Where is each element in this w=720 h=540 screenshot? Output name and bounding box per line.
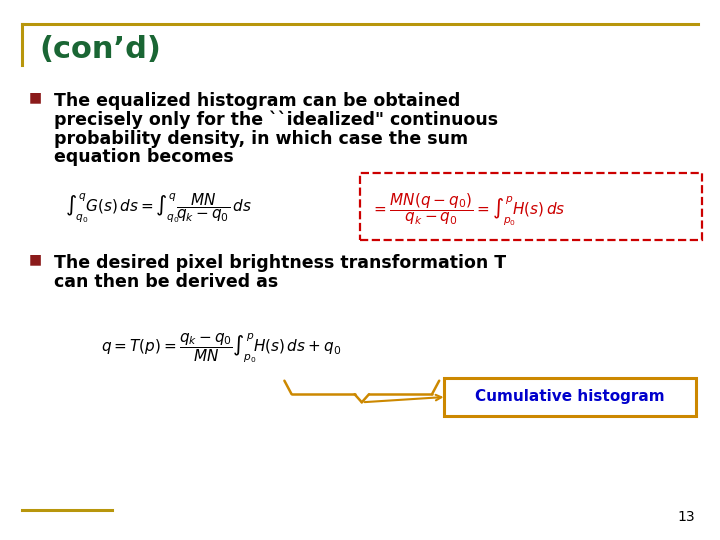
Text: equation becomes: equation becomes bbox=[54, 148, 234, 166]
Text: probability density, in which case the sum: probability density, in which case the s… bbox=[54, 130, 468, 147]
FancyBboxPatch shape bbox=[444, 378, 696, 416]
Text: Cumulative histogram: Cumulative histogram bbox=[475, 389, 665, 404]
Text: The desired pixel brightness transformation T: The desired pixel brightness transformat… bbox=[54, 254, 506, 272]
Text: $q = T(p) = \dfrac{q_k - q_0}{MN}\int_{p_0}^{p}\! H(s)\,ds + q_0$: $q = T(p) = \dfrac{q_k - q_0}{MN}\int_{p… bbox=[101, 332, 341, 366]
Text: ■: ■ bbox=[29, 252, 42, 266]
Text: can then be derived as: can then be derived as bbox=[54, 273, 278, 291]
Text: precisely only for the ``idealized" continuous: precisely only for the ``idealized" cont… bbox=[54, 111, 498, 129]
Text: The equalized histogram can be obtained: The equalized histogram can be obtained bbox=[54, 92, 460, 110]
Text: 13: 13 bbox=[678, 510, 695, 524]
Text: (con’d): (con’d) bbox=[40, 35, 161, 64]
Text: $\int_{q_0}^{q}\! G(s)\,ds = \int_{q_0}^{q}\! \dfrac{MN}{q_k - q_0}\,ds$: $\int_{q_0}^{q}\! G(s)\,ds = \int_{q_0}^… bbox=[65, 192, 251, 225]
Text: $= \dfrac{MN(q-q_0)}{q_k - q_0} = \int_{p_0}^{p}\! H(s)\,ds$: $= \dfrac{MN(q-q_0)}{q_k - q_0} = \int_{… bbox=[371, 192, 565, 228]
Text: ■: ■ bbox=[29, 90, 42, 104]
